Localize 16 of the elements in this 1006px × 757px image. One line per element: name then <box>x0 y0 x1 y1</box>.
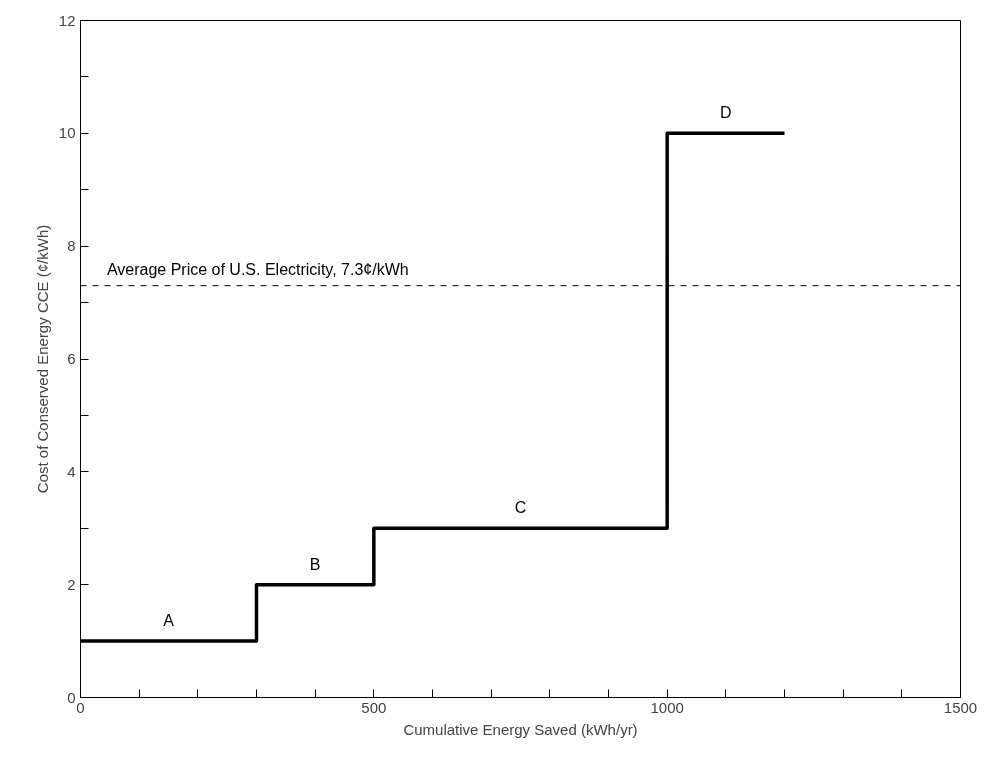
y-tick-label: 10 <box>58 124 76 142</box>
x-axis-title: Cumulative Energy Saved (kWh/yr) <box>403 720 638 738</box>
annotation: C <box>514 499 527 517</box>
y-tick-label: 8 <box>67 237 76 255</box>
y-tick-label: 12 <box>58 11 76 29</box>
ref-line-label: Average Price of U.S. Electricity, 7.3¢/kWh <box>106 260 409 278</box>
annotation: D <box>720 104 732 122</box>
y-tick-label: 2 <box>67 575 76 593</box>
y-axis-title: Cost of Conserved Energy CCE (¢/kWh) <box>33 224 51 494</box>
x-tick-label: 1000 <box>650 698 684 716</box>
y-tick-label: 6 <box>67 350 76 367</box>
annotation: A <box>163 612 175 630</box>
y-tick-label: 4 <box>67 462 76 480</box>
x-tick-label: 500 <box>361 698 387 716</box>
annotation: B <box>309 555 321 573</box>
x-tick-label: 1500 <box>943 698 978 716</box>
